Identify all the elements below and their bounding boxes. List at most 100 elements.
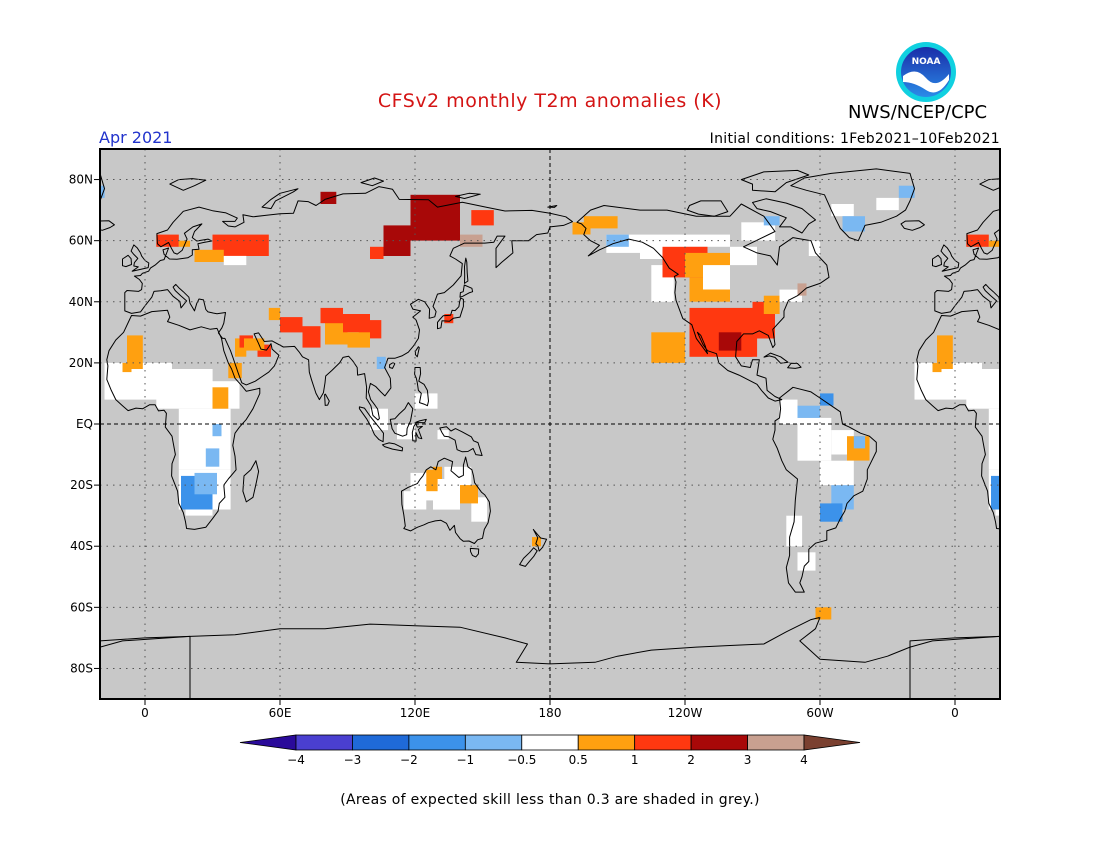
anomaly-patch-26: [347, 332, 370, 348]
coastline-greenland: [790, 168, 915, 242]
longitude-label: 120E: [400, 706, 431, 720]
coastline-svalbard: [979, 178, 1000, 191]
anomaly-patch-4: [178, 408, 231, 470]
anomaly-patch-84: [853, 436, 866, 449]
coastline-eurasia: [934, 208, 1000, 314]
coastline-great-britain: [940, 244, 960, 272]
colorbar-label: −0.5: [507, 753, 536, 767]
latitude-label: EQ: [76, 417, 93, 431]
latitude-label: 40S: [70, 539, 93, 553]
anomaly-patch-77: [842, 216, 865, 232]
coastline-borneo: [389, 402, 414, 437]
anomaly-patch-86: [820, 503, 843, 522]
anomaly-patch-64: [703, 265, 730, 290]
anomaly-patch-10: [212, 424, 222, 437]
coastline-africa: [106, 309, 261, 530]
anomaly-patch-69: [763, 216, 780, 226]
coastline-nz-north: [532, 528, 548, 552]
coastline-nz-south: [519, 547, 538, 567]
colorbar-label: −3: [344, 753, 362, 767]
anomaly-patch-66: [779, 289, 802, 302]
anomaly-patch-73: [572, 222, 591, 235]
colorbar-label: 2: [687, 753, 695, 767]
longitude-label: 0: [951, 706, 959, 720]
colorbar-label: 3: [744, 753, 752, 767]
colorbar-label: −2: [400, 753, 418, 767]
colorbar-swatch: [577, 734, 636, 751]
latitude-label: 20N: [69, 356, 93, 370]
colorbar-swatch: [464, 734, 523, 751]
coastline-cuba: [763, 352, 789, 364]
coastline-wrangel: [547, 205, 558, 208]
anomaly-patch-22: [325, 320, 348, 345]
anomaly-patch-90: [797, 405, 820, 418]
latitude-label: 60S: [70, 600, 93, 614]
colorbar-label: 0.5: [569, 753, 588, 767]
coastline-baffin: [752, 198, 816, 234]
coastline-victoria-island: [686, 200, 729, 217]
coastline-sri-lanka: [324, 393, 330, 406]
longitude-label: 180: [539, 706, 562, 720]
anomaly-patch-67: [797, 283, 807, 296]
colorbar-high-extension: [803, 734, 861, 751]
coastline-java: [381, 442, 404, 452]
latitude-labels: 80N 60N 40N 20N EQ 20S 40S 60S 80S: [69, 173, 100, 675]
coastline-ellesmere: [740, 169, 810, 193]
anomaly-patch-12: [932, 362, 942, 373]
coastline-novaya-zemlya: [261, 188, 299, 210]
latitude-label: 80S: [70, 661, 93, 675]
colorbar-label: 4: [800, 753, 808, 767]
coastline-australia: [401, 456, 491, 544]
anomaly-patch-72: [583, 216, 618, 229]
graticule: [100, 149, 1000, 699]
longitude-label: 60W: [806, 706, 833, 720]
map-title: CFSv2 monthly T2m anomalies (K): [377, 90, 723, 112]
anomaly-patch-12: [122, 362, 132, 373]
skill-footnote: (Areas of expected skill less than 0.3 a…: [340, 792, 760, 808]
latitude-label: 60N: [69, 234, 93, 248]
anomaly-patch-49: [426, 469, 438, 492]
anomaly-patch-40: [415, 393, 438, 409]
colorbar-swatch: [521, 734, 579, 751]
anomaly-patch-32: [988, 240, 1000, 247]
anomaly-patch-63: [763, 295, 780, 314]
latitude-label: 20S: [70, 478, 93, 492]
colorbar-swatch: [690, 734, 748, 751]
initial-conditions-label: Initial conditions: 1Feb2021–10Feb2021: [709, 131, 1000, 147]
colorbar: −4 −3 −2 −1 −0.5 0.5 1 2 3 4: [239, 734, 861, 767]
coastline-philippines: [414, 367, 429, 407]
anomaly-patch-20: [280, 317, 303, 333]
anomaly-patch-87: [786, 515, 803, 547]
latitude-label: 80N: [69, 173, 93, 187]
anomaly-patch-11: [937, 335, 953, 369]
anomaly-patch-13: [212, 387, 229, 409]
coastline-new-siberian: [455, 192, 481, 199]
coastline-hokkaido: [459, 284, 474, 298]
agency-label: NWS/NCEP/CPC: [848, 102, 988, 123]
anomaly-patch-29: [194, 249, 224, 262]
coastline-ireland: [122, 254, 132, 268]
anomaly-patch-70: [808, 240, 821, 256]
anomaly-patch-80: [779, 399, 798, 424]
colorbar-low-extension: [239, 734, 297, 751]
anomaly-patch-28: [212, 234, 269, 256]
valid-month-label: Apr 2021: [99, 128, 173, 147]
anomaly-patch-11: [127, 335, 143, 369]
anomaly-patch-35: [370, 246, 384, 259]
coastline-japan: [437, 297, 464, 330]
coastline-south-america: [772, 386, 877, 593]
noaa-logo-text: NOAA: [912, 57, 941, 67]
coastline-iceland: [100, 220, 115, 231]
anomaly-patch-27: [376, 356, 386, 369]
colorbar-label: 1: [631, 753, 639, 767]
anomaly-patch-36: [471, 210, 494, 226]
coastline-new-guinea: [439, 426, 483, 456]
anomaly-patch-51: [433, 466, 442, 479]
anomaly-patch-25: [320, 307, 343, 324]
longitude-labels: 0 60E 120E 180 120W 60W 0: [141, 699, 959, 720]
anomaly-patch-92: [815, 607, 832, 620]
anomaly-patch-2: [966, 369, 1000, 409]
coastline-antarctica: [100, 616, 1000, 699]
anomaly-patch-19: [268, 307, 281, 321]
coastline-north-america: [576, 203, 830, 402]
